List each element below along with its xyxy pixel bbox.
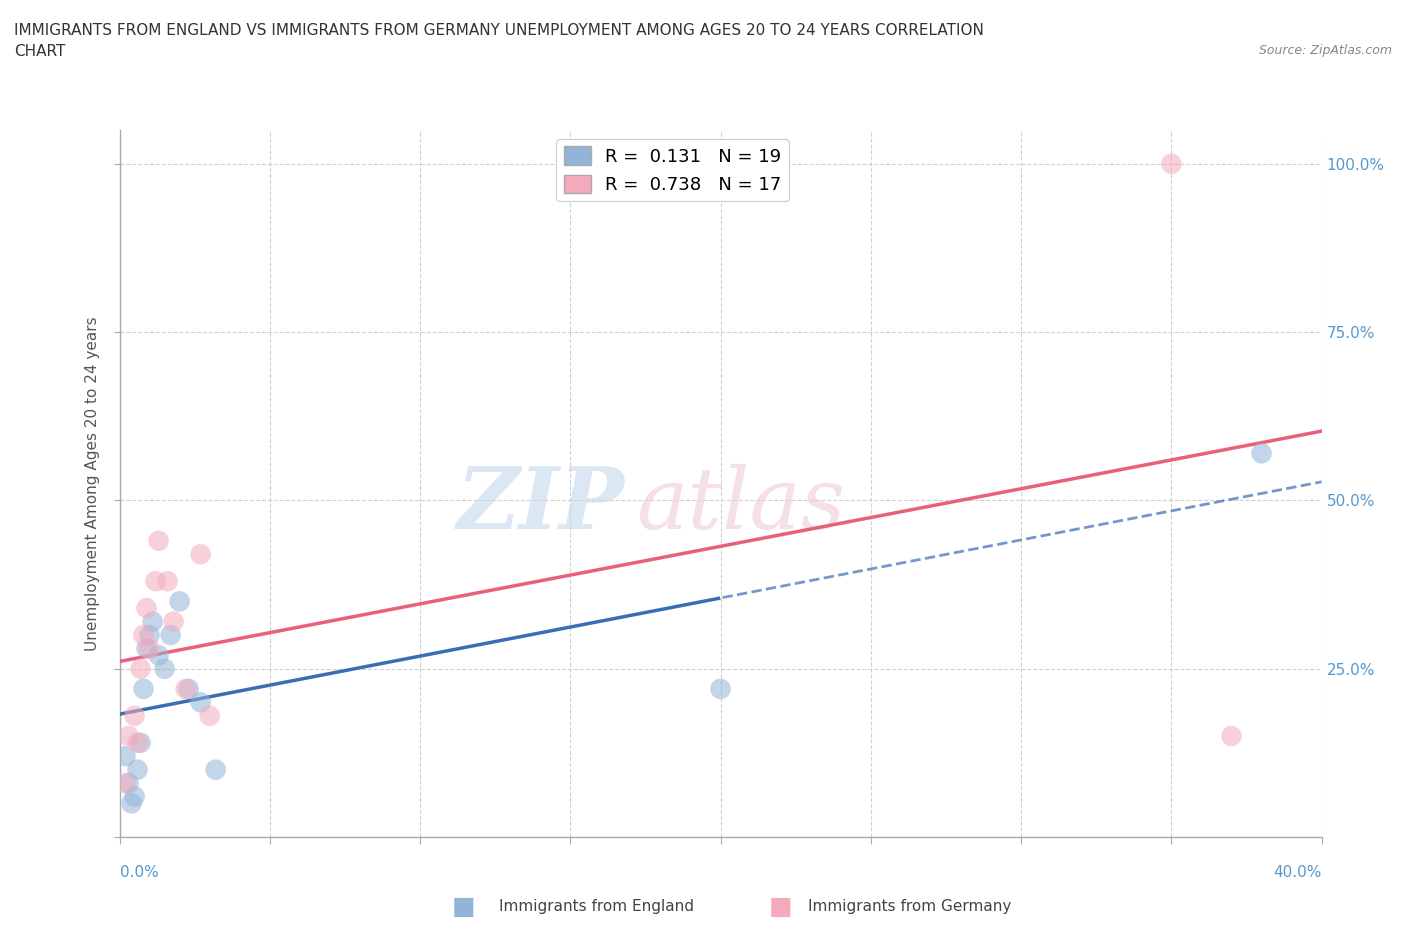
Point	[148, 534, 170, 549]
Point	[138, 628, 160, 643]
Point	[114, 749, 136, 764]
Y-axis label: Unemployment Among Ages 20 to 24 years: Unemployment Among Ages 20 to 24 years	[86, 316, 100, 651]
Point	[127, 736, 149, 751]
Text: CHART: CHART	[14, 44, 66, 59]
Point	[124, 790, 146, 804]
Text: ■: ■	[453, 895, 475, 919]
Point	[121, 796, 143, 811]
Point	[135, 601, 157, 616]
Text: 0.0%: 0.0%	[120, 865, 159, 881]
Point	[138, 641, 160, 656]
Point	[142, 614, 165, 629]
Text: atlas: atlas	[637, 463, 845, 546]
Point	[117, 776, 139, 790]
Point	[1160, 156, 1182, 171]
Point	[153, 661, 176, 676]
Point	[204, 763, 226, 777]
Text: ZIP: ZIP	[457, 463, 624, 547]
Point	[127, 763, 149, 777]
Point	[159, 628, 181, 643]
Point	[132, 628, 155, 643]
Point	[156, 574, 179, 589]
Text: 40.0%: 40.0%	[1274, 865, 1322, 881]
Point	[190, 547, 212, 562]
Text: ■: ■	[769, 895, 792, 919]
Text: Source: ZipAtlas.com: Source: ZipAtlas.com	[1258, 44, 1392, 57]
Point	[129, 661, 152, 676]
Point	[1220, 728, 1243, 743]
Point	[174, 682, 197, 697]
Point	[177, 682, 200, 697]
Point	[117, 728, 139, 743]
Point	[114, 776, 136, 790]
Point	[148, 648, 170, 663]
Text: Immigrants from England: Immigrants from England	[499, 899, 695, 914]
Point	[132, 682, 155, 697]
Point	[124, 709, 146, 724]
Text: Immigrants from Germany: Immigrants from Germany	[808, 899, 1012, 914]
Legend: R =  0.131   N = 19, R =  0.738   N = 17: R = 0.131 N = 19, R = 0.738 N = 17	[557, 140, 789, 202]
Point	[709, 682, 731, 697]
Text: IMMIGRANTS FROM ENGLAND VS IMMIGRANTS FROM GERMANY UNEMPLOYMENT AMONG AGES 20 TO: IMMIGRANTS FROM ENGLAND VS IMMIGRANTS FR…	[14, 23, 984, 38]
Point	[1250, 445, 1272, 460]
Point	[129, 736, 152, 751]
Point	[190, 695, 212, 710]
Point	[145, 574, 167, 589]
Point	[162, 614, 184, 629]
Point	[169, 594, 191, 609]
Point	[198, 709, 221, 724]
Point	[135, 641, 157, 656]
